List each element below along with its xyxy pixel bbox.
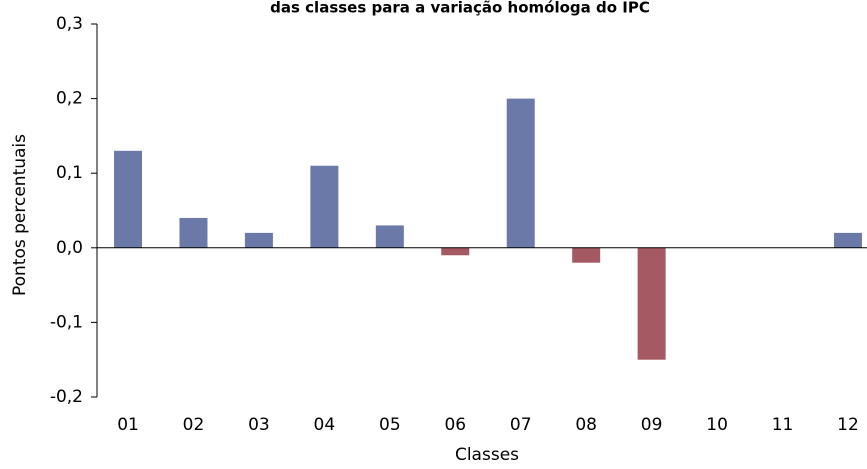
bar (244, 232, 273, 248)
bar (114, 150, 143, 248)
x-tick-label: 02 (183, 415, 205, 435)
bar (637, 247, 666, 360)
chart-title: das classes para a variação homóloga do … (270, 0, 650, 17)
x-tick-label: 09 (641, 415, 663, 435)
y-tick-label: 0,2 (56, 89, 83, 109)
x-tick-label: 01 (117, 415, 139, 435)
y-tick-label: 0,1 (56, 163, 83, 183)
x-tick-label: 12 (837, 415, 859, 435)
x-tick-label: 08 (575, 415, 597, 435)
x-tick-label: 06 (444, 415, 466, 435)
y-tick-label: -0,2 (50, 387, 83, 407)
x-tick-label: 03 (248, 415, 270, 435)
bar (375, 225, 404, 248)
y-tick-label: -0,1 (50, 312, 83, 332)
bar (310, 165, 339, 248)
y-tick-label: 0,3 (56, 14, 83, 34)
x-tick-label: 10 (706, 415, 728, 435)
x-tick-label: 04 (314, 415, 336, 435)
bar (833, 232, 862, 248)
bar (441, 247, 470, 256)
x-tick-label: 07 (510, 415, 532, 435)
y-axis-title: Pontos percentuais (10, 134, 30, 296)
x-tick-label: 11 (772, 415, 794, 435)
x-axis-title: Classes (455, 445, 519, 465)
x-tick-label: 05 (379, 415, 401, 435)
y-tick-label: 0,0 (56, 238, 83, 258)
bar (572, 247, 601, 263)
bar (179, 217, 208, 248)
bar (506, 98, 535, 248)
